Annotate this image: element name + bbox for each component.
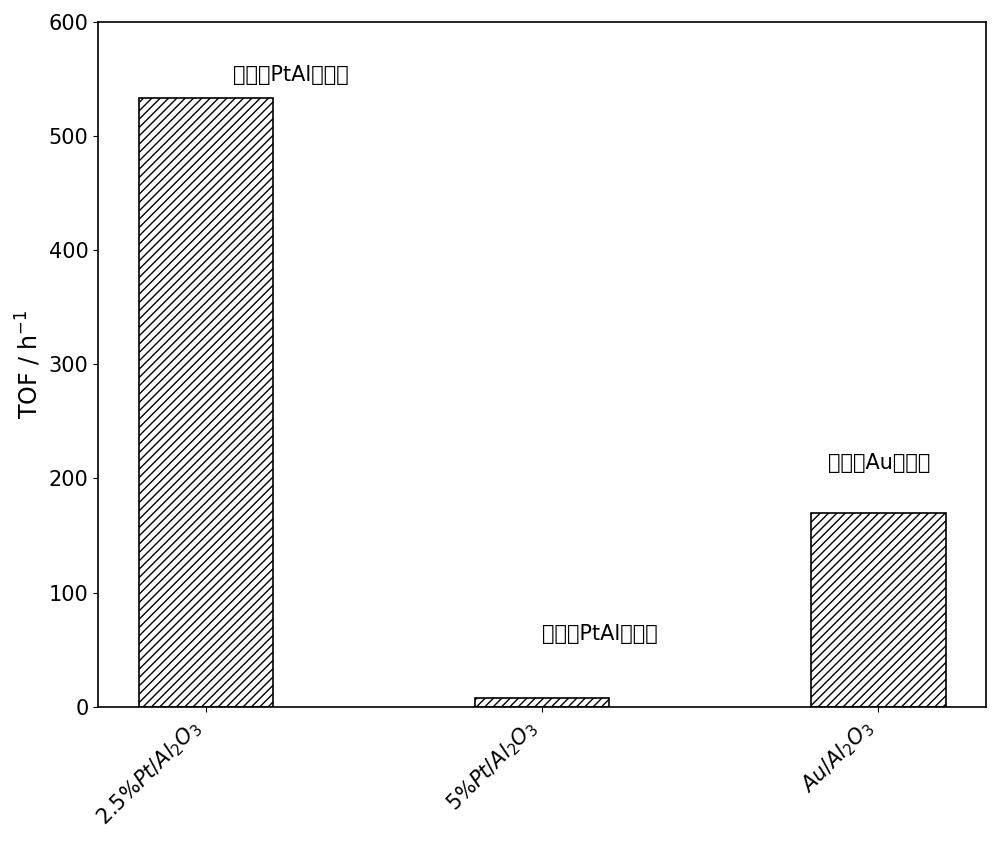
Y-axis label: TOF / h$^{-1}$: TOF / h$^{-1}$: [14, 310, 43, 419]
Bar: [475, 697, 609, 706]
Bar: [139, 99, 273, 706]
Text: 商业的PtAl制化剂: 商业的PtAl制化剂: [542, 624, 658, 644]
Text: 标准的Au制化剂: 标准的Au制化剂: [828, 452, 930, 473]
Text: 我们的PtAl制化剂: 我们的PtAl制化剂: [233, 65, 349, 84]
Bar: [811, 512, 946, 706]
